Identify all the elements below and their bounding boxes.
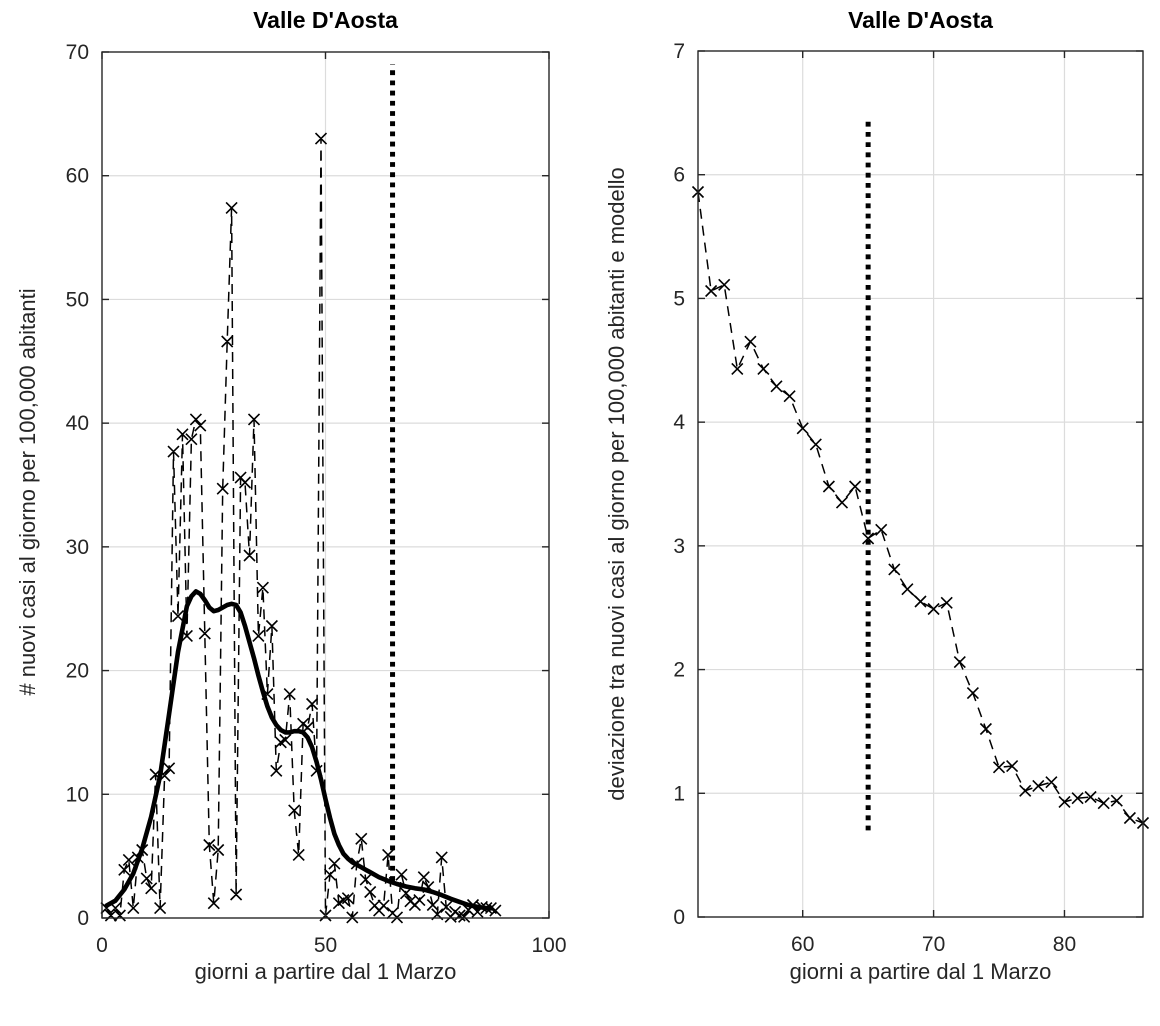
- y-tick-label: 7: [673, 40, 685, 63]
- left-plot-ticks: [101, 51, 550, 919]
- x-tick-label: 0: [96, 934, 108, 957]
- y-tick-label: 5: [673, 287, 685, 310]
- x-tick-label: 60: [791, 933, 814, 956]
- right-plot: 60 70 80 0 1 2 3 4 5 6 7: [673, 40, 1150, 956]
- left-plot: 0 50 100 0 10 20 30 40 50 60 70: [66, 41, 567, 957]
- y-tick-label: 10: [66, 783, 89, 806]
- left-plot-series: [104, 589, 494, 911]
- data-dashed-line: [105, 138, 496, 920]
- y-tick-label: 40: [66, 412, 89, 435]
- left-plot-xlabel: giorni a partire dal 1 Marzo: [194, 959, 457, 984]
- y-tick-label: 0: [673, 906, 685, 929]
- y-tick-label: 2: [673, 659, 685, 682]
- y-tick-label: 60: [66, 165, 89, 188]
- right-plot-tick-labels: 60 70 80 0 1 2 3 4 5 6 7: [673, 40, 1076, 956]
- data-dashed-line: [697, 191, 1144, 824]
- y-tick-label: 50: [66, 288, 89, 311]
- left-plot-ylabel: # nuovi casi al giorno per 100,000 abita…: [15, 288, 40, 696]
- right-plot-title: Valle D'Aosta: [848, 7, 993, 33]
- right-plot-frame: [697, 50, 1144, 918]
- x-markers: [691, 185, 1150, 830]
- y-tick-label: 4: [673, 411, 685, 434]
- x-tick-label: 70: [922, 933, 945, 956]
- left-plot-title: Valle D'Aosta: [253, 7, 398, 33]
- right-plot-series: [691, 185, 1150, 830]
- x-tick-label: 100: [531, 934, 566, 957]
- y-tick-label: 30: [66, 536, 89, 559]
- y-tick-label: 3: [673, 535, 685, 558]
- y-tick-label: 70: [66, 41, 89, 64]
- right-plot-xlabel: giorni a partire dal 1 Marzo: [789, 959, 1052, 984]
- x-tick-label: 50: [314, 934, 337, 957]
- model-curve: [104, 589, 494, 911]
- y-tick-label: 20: [66, 660, 89, 683]
- y-tick-label: 0: [77, 907, 89, 930]
- left-plot-series: [100, 132, 502, 924]
- x-markers: [100, 132, 502, 924]
- y-tick-label: 1: [673, 782, 685, 805]
- right-plot-ylabel: deviazione tra nuovi casi al giorno per …: [604, 167, 629, 801]
- right-plot-grid: [698, 51, 1143, 917]
- right-plot-ticks: [698, 50, 1143, 918]
- x-tick-label: 80: [1053, 933, 1076, 956]
- y-tick-label: 6: [673, 164, 685, 187]
- left-plot-tick-labels: 0 50 100 0 10 20 30 40 50 60 70: [66, 41, 567, 957]
